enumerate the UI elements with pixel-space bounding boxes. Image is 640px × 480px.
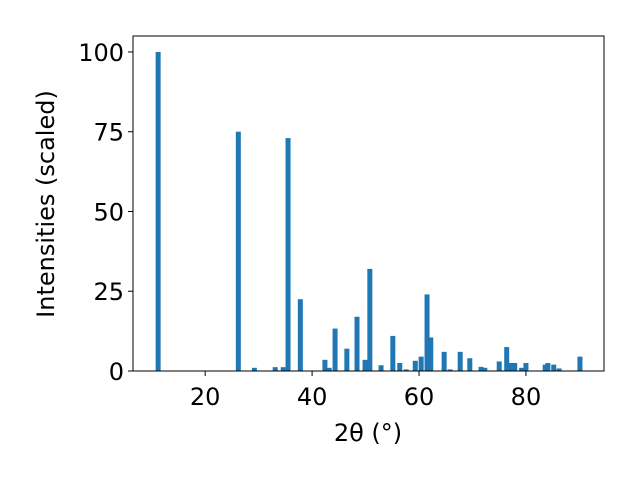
y-tick-label: 100: [78, 39, 124, 67]
bar: [478, 366, 484, 371]
y-axis-label: Intensities (scaled): [32, 90, 60, 318]
y-tick-label: 75: [93, 119, 124, 147]
bar: [280, 367, 286, 371]
x-axis-label: 2θ (°): [334, 419, 402, 447]
bar: [390, 335, 396, 371]
bar: [235, 131, 241, 371]
bar: [297, 299, 303, 371]
bar: [441, 351, 447, 371]
bar: [326, 367, 332, 371]
bar: [155, 51, 161, 371]
bar: [508, 363, 514, 371]
bar: [332, 328, 338, 371]
y-tick-label: 0: [109, 358, 124, 386]
y-tick-label: 50: [93, 198, 124, 226]
x-tick-label: 20: [190, 383, 221, 411]
bar: [344, 348, 350, 371]
bar: [285, 138, 291, 371]
bar: [418, 356, 424, 371]
bar: [362, 359, 368, 371]
bar: [542, 364, 548, 371]
bar: [354, 316, 360, 371]
bar: [367, 268, 373, 371]
bar: [447, 369, 453, 371]
plot-frame: [132, 35, 605, 372]
bar: [482, 367, 488, 371]
bar: [378, 365, 384, 371]
x-tick-label: 80: [511, 383, 542, 411]
bar: [457, 351, 463, 371]
bar: [512, 363, 518, 371]
bar: [424, 294, 430, 371]
bar: [397, 363, 403, 371]
bar: [577, 356, 583, 371]
bar: [523, 363, 529, 371]
bar: [496, 361, 502, 371]
bar: [428, 337, 434, 371]
y-tick-label: 25: [93, 278, 124, 306]
bar: [519, 367, 525, 371]
bar: [412, 360, 418, 371]
bar: [556, 368, 562, 371]
bar: [545, 363, 551, 371]
bar: [504, 347, 510, 371]
bar: [551, 364, 557, 371]
x-tick-label: 60: [404, 383, 435, 411]
bar: [322, 359, 328, 371]
bar: [251, 367, 257, 371]
bar: [467, 358, 473, 371]
x-tick-label: 40: [297, 383, 328, 411]
bar: [272, 367, 278, 371]
bar: [403, 369, 409, 371]
